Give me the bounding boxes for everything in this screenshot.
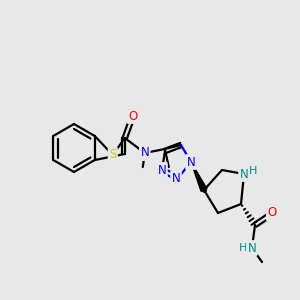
Polygon shape bbox=[191, 162, 207, 191]
Text: O: O bbox=[267, 206, 277, 220]
Text: N: N bbox=[158, 164, 166, 176]
Text: N: N bbox=[172, 172, 180, 184]
Text: N: N bbox=[140, 146, 149, 160]
Text: N: N bbox=[187, 155, 195, 169]
Text: H: H bbox=[238, 243, 247, 253]
Text: N: N bbox=[240, 167, 248, 181]
Text: O: O bbox=[128, 110, 137, 122]
Text: S: S bbox=[109, 148, 116, 161]
Text: N: N bbox=[248, 242, 256, 254]
Text: H: H bbox=[249, 166, 257, 176]
